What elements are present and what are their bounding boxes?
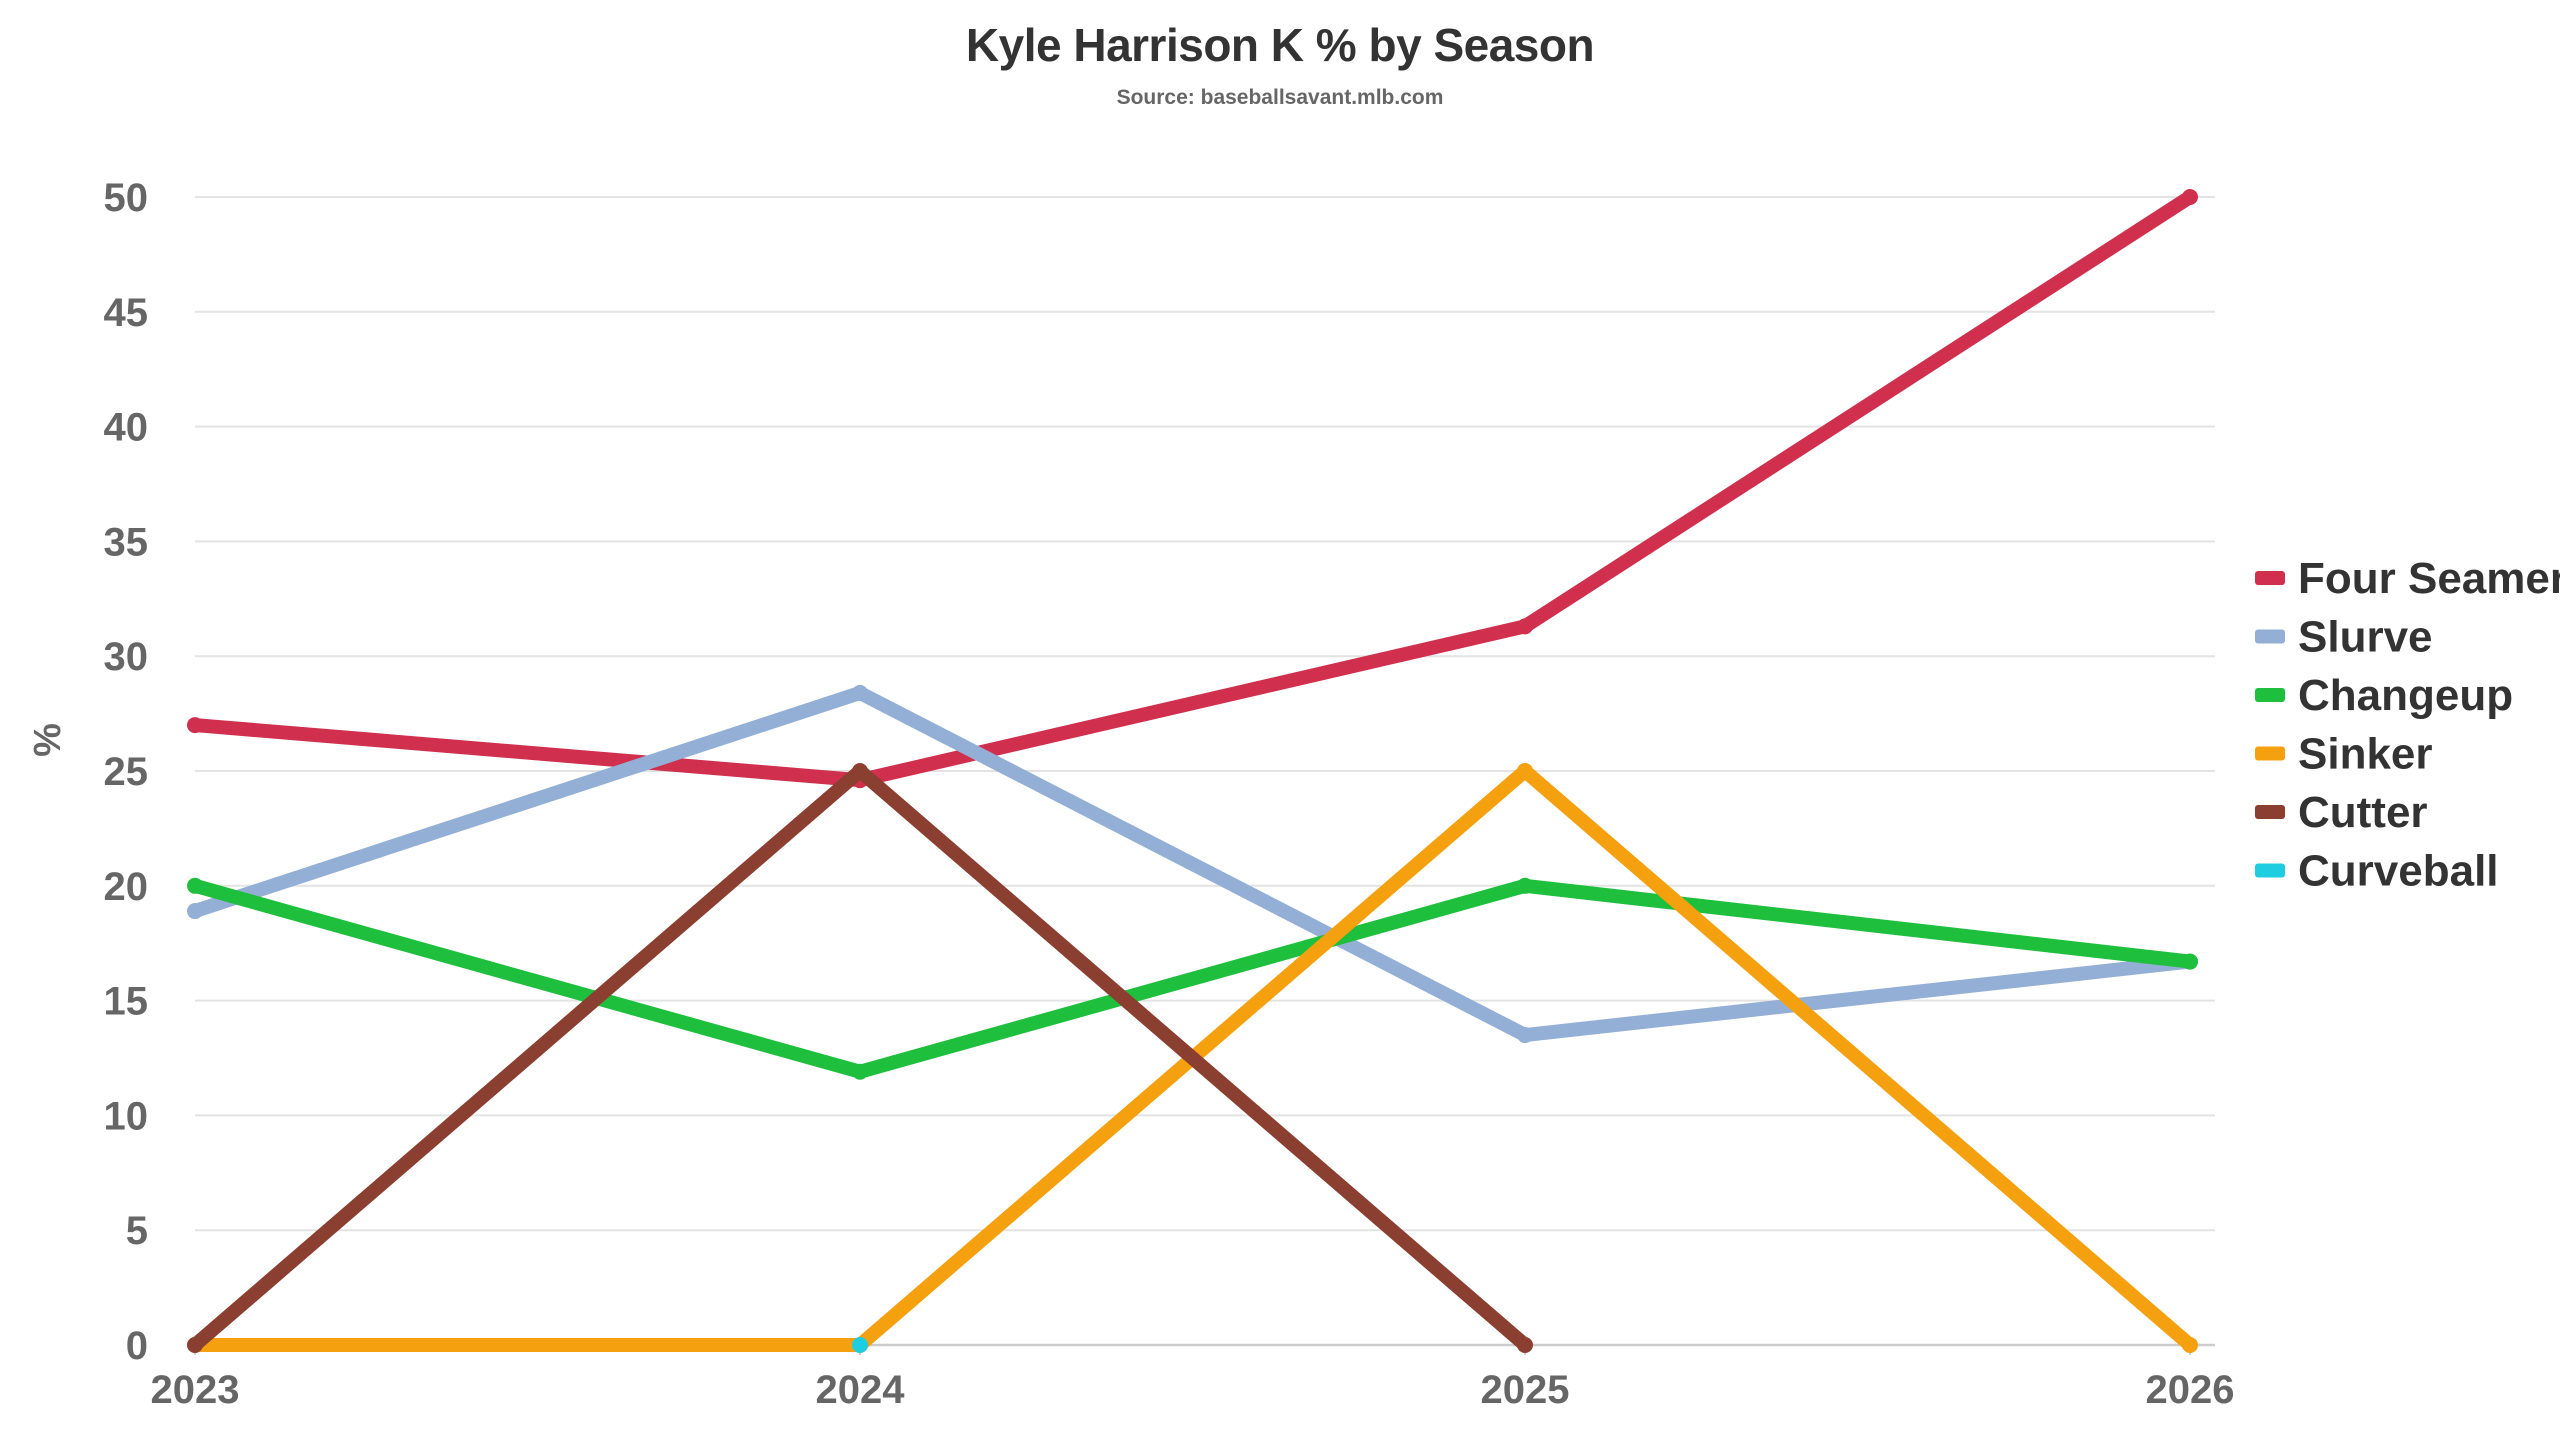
data-point	[1517, 763, 1533, 779]
series-lines	[187, 189, 2198, 1353]
grid-lines	[195, 196, 2215, 1347]
legend-swatch	[2255, 746, 2285, 761]
data-point	[187, 903, 203, 920]
data-point	[2182, 189, 2198, 205]
series-line	[192, 685, 2191, 1043]
legend-label: Slurve	[2298, 613, 2433, 662]
series-line	[193, 878, 2191, 1079]
y-axis-label: %	[27, 723, 69, 757]
legend-item: Sinker	[2255, 730, 2433, 779]
legend-item: Changeup	[2255, 671, 2513, 720]
series-line	[190, 764, 1530, 1351]
y-tick-label: 30	[104, 635, 149, 679]
series-group	[187, 684, 2198, 1044]
y-axis-ticks: 0 5 10 15 20 25 30 35 40 45 50	[104, 176, 149, 1368]
data-point	[852, 1063, 868, 1080]
y-tick-label: 35	[104, 520, 149, 564]
y-tick-label: 5	[126, 1209, 148, 1253]
y-tick-label: 50	[104, 176, 149, 220]
data-point	[1517, 1337, 1533, 1353]
legend-label: Curveball	[2298, 847, 2499, 896]
y-tick-label: 0	[126, 1324, 148, 1368]
data-point	[852, 763, 868, 779]
legend: Four Seamer Slurve Changeup Sinker Cutter Cur…	[2255, 554, 2560, 896]
data-point	[1517, 618, 1533, 635]
legend-swatch	[2255, 805, 2285, 819]
legend-label: Cutter	[2298, 788, 2428, 837]
data-point	[2182, 953, 2198, 970]
y-tick-label: 40	[104, 406, 149, 450]
series-group	[187, 763, 1533, 1353]
legend-swatch	[2255, 688, 2285, 702]
chart-subtitle: Source: baseballsavant.mlb.com	[1116, 86, 1444, 109]
series-line	[194, 191, 2194, 788]
data-point	[187, 717, 203, 734]
series-group	[187, 877, 2198, 1080]
legend-item: Four Seamer	[2255, 554, 2560, 603]
data-point	[2182, 1337, 2198, 1353]
legend-swatch	[2255, 629, 2285, 644]
y-tick-label: 25	[104, 750, 149, 794]
data-point	[852, 1337, 868, 1353]
x-tick-label: 2026	[2146, 1368, 2235, 1412]
legend-label: Four Seamer	[2298, 554, 2560, 603]
x-tick-label: 2025	[1481, 1368, 1570, 1412]
legend-item: Curveball	[2255, 847, 2499, 896]
y-tick-label: 10	[104, 1094, 149, 1138]
x-tick-label: 2023	[151, 1368, 240, 1412]
chart-title: Kyle Harrison K % by Season	[965, 19, 1595, 71]
legend-label: Sinker	[2298, 730, 2433, 779]
y-tick-label: 45	[104, 291, 149, 335]
data-point	[852, 684, 868, 701]
y-tick-label: 15	[104, 980, 149, 1024]
x-tick-label: 2024	[816, 1368, 906, 1412]
legend-item: Cutter	[2255, 788, 2428, 837]
legend-swatch	[2255, 571, 2285, 585]
series-group	[187, 189, 2198, 789]
legend-swatch	[2255, 863, 2285, 878]
y-tick-label: 20	[104, 865, 149, 909]
series-group	[852, 1337, 868, 1353]
x-axis-ticks: 2023 2024 2025 2026	[151, 1345, 2235, 1412]
legend-item: Slurve	[2255, 613, 2433, 662]
data-point	[187, 877, 203, 894]
data-point	[1517, 877, 1533, 894]
data-point	[187, 1337, 203, 1353]
legend-label: Changeup	[2298, 671, 2513, 720]
data-point	[1517, 1027, 1533, 1044]
